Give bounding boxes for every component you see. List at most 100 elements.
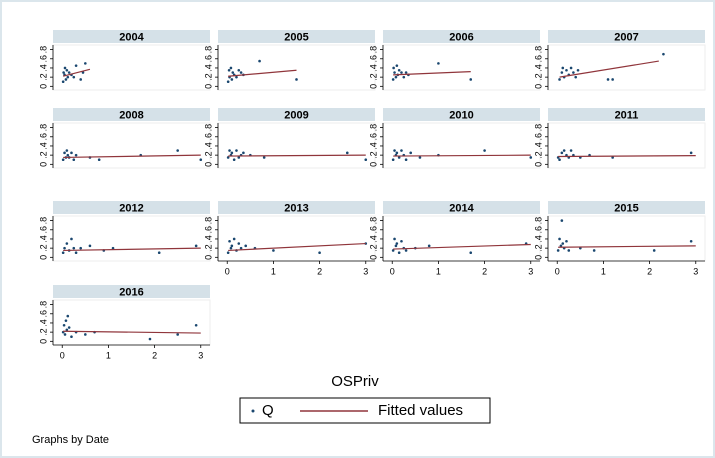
point (558, 237, 561, 241)
point (230, 78, 234, 81)
y-tick-label: .2 (368, 73, 378, 81)
y-tick-label: .4 (368, 235, 378, 243)
note: Graphs by Date (32, 434, 109, 446)
point (391, 78, 395, 81)
y-tick-label: .8 (38, 124, 48, 132)
point (572, 71, 575, 74)
x-tick-label: 2 (317, 266, 322, 276)
point (558, 158, 561, 162)
point (689, 239, 693, 243)
plot-area (382, 122, 541, 169)
point (227, 68, 231, 72)
point (404, 249, 408, 252)
point (65, 68, 69, 72)
point (84, 333, 87, 336)
plot-area (382, 44, 541, 91)
point (560, 219, 564, 222)
y-tick-label: .4 (203, 235, 213, 243)
y-tick-label: 0 (203, 255, 213, 260)
fitted-line (63, 68, 91, 77)
point (611, 156, 614, 159)
y-tick-label: .4 (38, 64, 48, 72)
point (556, 249, 560, 252)
panel-header (53, 30, 210, 43)
point (402, 75, 406, 79)
y-tick-label: .6 (533, 55, 543, 63)
point (393, 237, 396, 241)
panel-title: 2015 (614, 202, 638, 214)
plot-area (217, 122, 376, 169)
x-tick-label: 1 (601, 266, 606, 276)
point (689, 151, 693, 155)
point (239, 246, 243, 250)
y-tick-label: .4 (203, 142, 213, 150)
x-tick-label: 0 (555, 266, 560, 276)
y-tick-label: .6 (203, 226, 213, 234)
y-tick-label: .6 (38, 55, 48, 63)
point (199, 158, 203, 162)
point (576, 68, 580, 72)
point (529, 156, 533, 159)
fitted-line (63, 247, 201, 252)
panel-header (218, 30, 375, 43)
point (237, 156, 241, 159)
point (393, 71, 396, 74)
point (237, 68, 241, 72)
y-tick-label: .6 (38, 226, 48, 234)
point (560, 151, 564, 155)
point (231, 71, 235, 74)
y-tick-label: 0 (38, 339, 48, 344)
point (237, 242, 241, 245)
point (409, 151, 413, 155)
point (176, 149, 179, 152)
panel-title: 2007 (614, 31, 638, 43)
point (272, 249, 275, 252)
point (226, 156, 230, 159)
panel-header (383, 201, 540, 214)
panel-title: 2009 (284, 109, 308, 121)
y-tick-label: .4 (368, 64, 378, 72)
point (70, 151, 73, 155)
y-tick-label: .6 (38, 133, 48, 141)
panel-title: 2014 (449, 202, 474, 214)
point (394, 244, 398, 248)
y-tick-label: .2 (38, 151, 48, 159)
point (318, 251, 321, 255)
point (569, 66, 573, 70)
panel-title: 2006 (449, 31, 473, 43)
fitted-line (63, 330, 201, 334)
legend-label: Fitted values (378, 402, 463, 419)
point (67, 71, 71, 74)
point (66, 75, 70, 79)
plot-area (547, 122, 706, 169)
point (228, 149, 231, 152)
point (70, 335, 73, 339)
y-tick-label: .6 (203, 133, 213, 141)
point (561, 66, 565, 70)
point (404, 71, 408, 74)
point (194, 244, 198, 248)
point (157, 251, 161, 255)
point (239, 71, 243, 74)
panel-title: 2013 (284, 202, 308, 214)
point (345, 151, 349, 155)
y-tick-label: .4 (38, 142, 48, 150)
point (63, 66, 67, 70)
x-tick-label: 2 (152, 350, 157, 360)
fitted-line (228, 242, 366, 252)
y-tick-label: .6 (203, 55, 213, 63)
point (611, 78, 614, 81)
point (565, 68, 568, 72)
point (66, 314, 70, 318)
y-tick-label: .2 (203, 151, 213, 159)
point (64, 319, 68, 322)
point (395, 151, 399, 155)
fitted-line (559, 60, 659, 78)
y-tick-label: .8 (533, 217, 543, 225)
y-tick-label: .6 (368, 226, 378, 234)
point (65, 149, 69, 152)
point (295, 78, 298, 81)
y-tick-label: .2 (203, 244, 213, 252)
point (469, 78, 473, 81)
point (562, 149, 566, 152)
